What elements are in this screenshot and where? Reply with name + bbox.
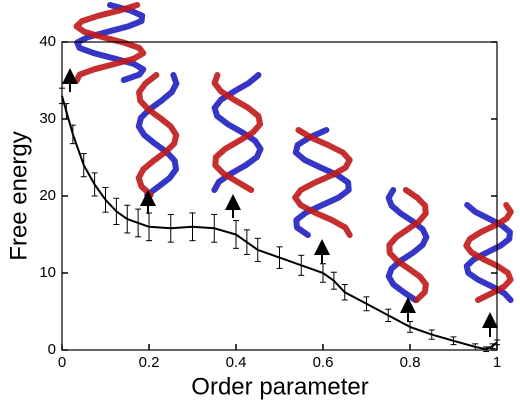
molecule-strand [463, 202, 514, 303]
plot-frame [61, 41, 498, 351]
x-tick-label: 0.2 [139, 354, 160, 371]
molecule-strand [211, 72, 264, 193]
y-tick-label: 10 [39, 264, 56, 281]
x-tick-label: 0.6 [313, 354, 334, 371]
y-tick-label: 20 [39, 187, 56, 204]
y-tick-label: 0 [48, 341, 56, 358]
x-tick-label: 1 [493, 354, 501, 371]
x-tick-label: 0 [58, 354, 66, 371]
data-line [61, 95, 498, 351]
molecule-strand [292, 127, 353, 238]
molecule-illustrations [73, 2, 514, 303]
molecule-strand [135, 72, 180, 198]
x-axis-title: Order parameter [191, 373, 368, 400]
molecule-strand [135, 72, 180, 198]
y-axis-title: Free energy [5, 131, 32, 260]
y-tick-label: 30 [39, 110, 56, 127]
x-tick-label: 0.4 [226, 354, 247, 371]
molecule-strand [385, 187, 430, 303]
arrows [62, 68, 498, 337]
molecule-strand [292, 127, 352, 238]
molecule-strand [386, 187, 429, 303]
y-tick-label: 40 [39, 33, 56, 50]
molecule-strand [463, 202, 514, 303]
x-tick-label: 0.8 [400, 354, 421, 371]
